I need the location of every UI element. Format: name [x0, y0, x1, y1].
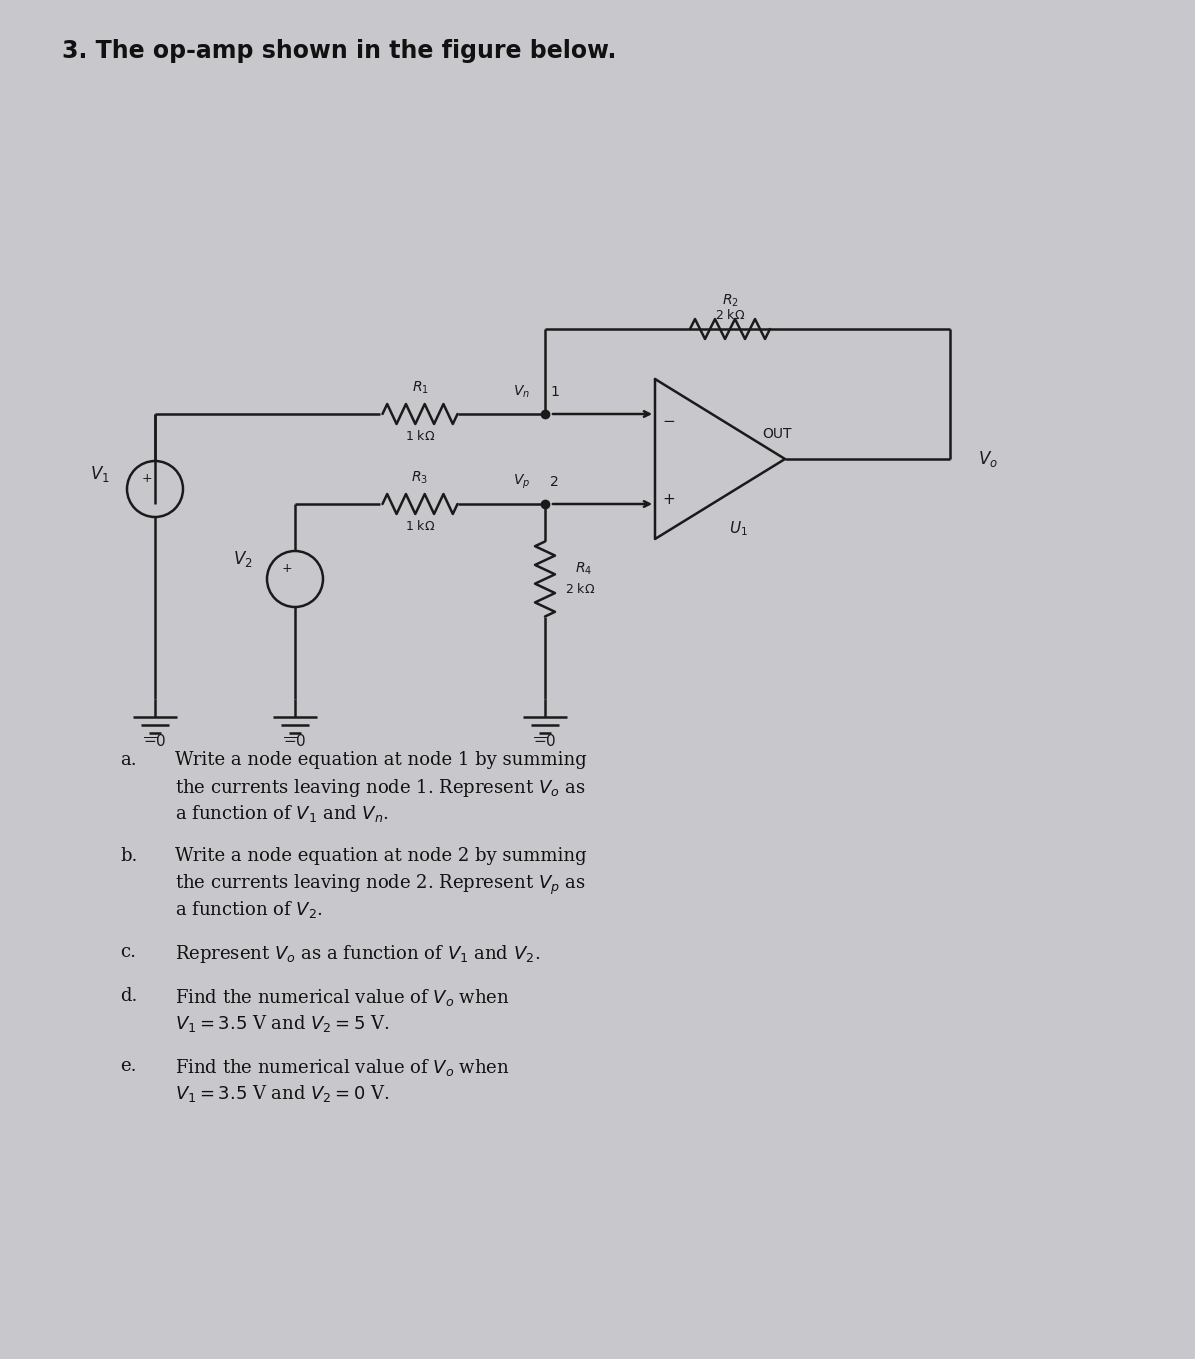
Text: $\overline{-}0$: $\overline{-}0$ — [533, 733, 557, 749]
Text: a.: a. — [120, 752, 136, 769]
Text: 2: 2 — [550, 476, 559, 489]
Text: d.: d. — [120, 987, 137, 1006]
Text: $R_1$: $R_1$ — [411, 379, 429, 397]
Text: the currents leaving node 2. Represent $V_p$ as: the currents leaving node 2. Represent $… — [174, 872, 586, 897]
Text: $V_p$: $V_p$ — [513, 473, 531, 491]
Text: e.: e. — [120, 1057, 136, 1075]
Text: 1 k$\Omega$: 1 k$\Omega$ — [405, 519, 435, 533]
Text: a function of $V_2$.: a function of $V_2$. — [174, 900, 323, 920]
Text: $+$: $+$ — [141, 473, 153, 485]
Text: 1: 1 — [550, 385, 559, 400]
Text: c.: c. — [120, 943, 136, 961]
Text: $V_2$: $V_2$ — [233, 549, 253, 569]
Text: Represent $V_o$ as a function of $V_1$ and $V_2$.: Represent $V_o$ as a function of $V_1$ a… — [174, 943, 540, 965]
Text: Find the numerical value of $V_o$ when: Find the numerical value of $V_o$ when — [174, 1057, 510, 1078]
Text: Find the numerical value of $V_o$ when: Find the numerical value of $V_o$ when — [174, 987, 510, 1008]
Text: $V_1 = 3.5$ V and $V_2 = 0$ V.: $V_1 = 3.5$ V and $V_2 = 0$ V. — [174, 1083, 390, 1104]
Text: the currents leaving node 1. Represent $V_o$ as: the currents leaving node 1. Represent $… — [174, 777, 586, 799]
Text: $R_4$: $R_4$ — [575, 561, 593, 578]
Text: 2 k$\Omega$: 2 k$\Omega$ — [715, 308, 746, 322]
Text: Write a node equation at node 1 by summing: Write a node equation at node 1 by summi… — [174, 752, 587, 769]
Text: $+$: $+$ — [662, 492, 675, 507]
Text: Write a node equation at node 2 by summing: Write a node equation at node 2 by summi… — [174, 847, 587, 864]
Text: $\overline{-}0$: $\overline{-}0$ — [143, 733, 166, 749]
Text: $R_3$: $R_3$ — [411, 470, 429, 487]
Text: $+$: $+$ — [281, 563, 293, 575]
Text: $U_1$: $U_1$ — [729, 519, 747, 538]
Text: 3. The op-amp shown in the figure below.: 3. The op-amp shown in the figure below. — [62, 39, 617, 63]
Text: a function of $V_1$ and $V_n$.: a function of $V_1$ and $V_n$. — [174, 803, 388, 824]
Text: $\overline{-}0$: $\overline{-}0$ — [283, 733, 307, 749]
Text: $R_2$: $R_2$ — [722, 292, 739, 310]
Text: $-$: $-$ — [662, 412, 675, 427]
Text: 2 k$\Omega$: 2 k$\Omega$ — [565, 582, 595, 597]
Text: $V_1 = 3.5$ V and $V_2 = 5$ V.: $V_1 = 3.5$ V and $V_2 = 5$ V. — [174, 1012, 390, 1034]
Text: OUT: OUT — [762, 427, 792, 442]
Text: $V_1$: $V_1$ — [90, 463, 110, 484]
Text: $V_n$: $V_n$ — [513, 383, 531, 400]
Text: $V_o$: $V_o$ — [978, 448, 998, 469]
Text: b.: b. — [120, 847, 137, 864]
Text: 1 k$\Omega$: 1 k$\Omega$ — [405, 429, 435, 443]
